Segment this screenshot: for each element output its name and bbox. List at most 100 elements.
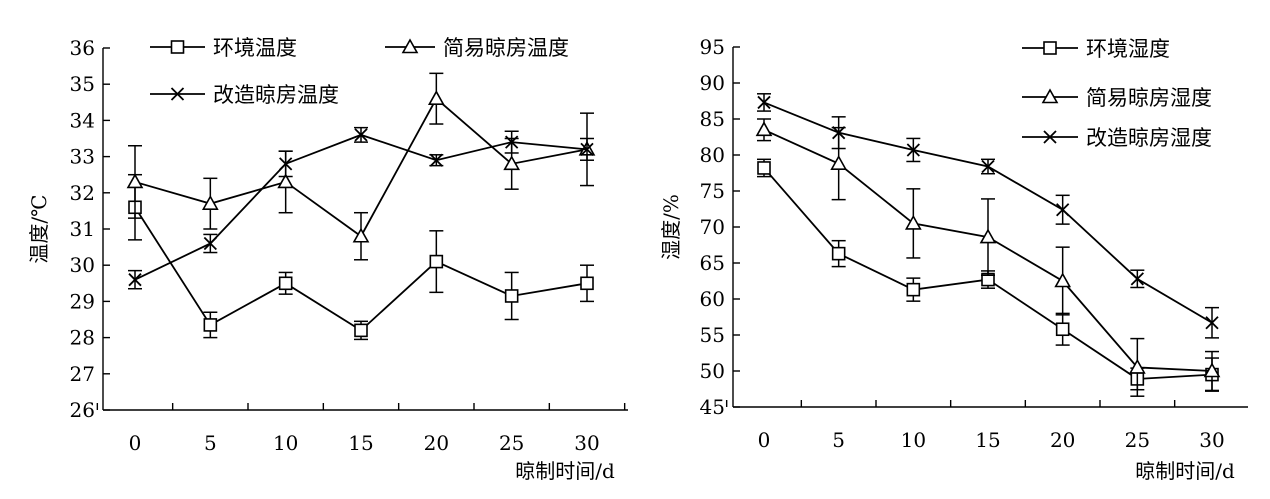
legend-marker-triangle: [401, 38, 419, 54]
y-tick-label: 55: [700, 323, 725, 347]
y-tick-label: 85: [700, 107, 725, 131]
legend-label: 简易晾房温度: [443, 36, 569, 60]
legend-marker-square: [170, 40, 185, 54]
y-tick-label: 75: [700, 179, 725, 203]
data-point-x: [580, 142, 594, 156]
y-tick-label: 29: [70, 289, 95, 313]
data-point-x: [1205, 316, 1219, 330]
y-tick-label: 33: [70, 145, 95, 169]
data-point-x: [832, 126, 846, 140]
y-tick-label: 45: [700, 395, 725, 419]
chart-panel-2: 45 50 55 60 65 70 75 80 85 90 95 0 5 10 15 20 25 30 晾制时间/d…: [659, 35, 1248, 483]
y-tick-label: 90: [700, 71, 725, 95]
x-tick-label: 5: [204, 431, 217, 455]
y-tick-label: 65: [700, 251, 725, 275]
data-point-triangle: [427, 90, 445, 105]
legend-marker-square: [1043, 41, 1057, 55]
x-tick-label: 25: [1125, 428, 1150, 452]
series-x: [128, 126, 594, 290]
y-tick-label: 34: [70, 108, 95, 132]
legend-item: 简易晾房温度: [385, 36, 569, 60]
y-tick-label: 35: [70, 72, 95, 96]
data-point-triangle: [503, 155, 521, 171]
data-point-x: [1130, 272, 1144, 286]
data-point-x: [128, 273, 142, 287]
data-point-triangle: [755, 121, 773, 137]
legend-marker-x: [1043, 130, 1057, 144]
data-point-square: [580, 276, 594, 291]
legend-item: 简易晾房湿度: [1022, 86, 1212, 110]
data-point-triangle: [352, 227, 370, 243]
x-tick-label: 5: [832, 428, 845, 452]
series-square: [128, 173, 594, 341]
y-tick-label: 80: [700, 143, 725, 167]
x-tick-label: 10: [901, 428, 926, 452]
legend-label: 环境湿度: [1086, 37, 1170, 61]
y-axis-title: 湿度/%: [659, 194, 683, 260]
data-point-triangle: [979, 228, 997, 244]
legend-item: 环境温度: [150, 36, 297, 60]
data-point-square: [831, 246, 846, 261]
x-tick-label: 0: [129, 431, 142, 455]
data-point-x: [757, 95, 771, 110]
data-point-square: [1055, 322, 1070, 337]
x-tick-label: 25: [499, 431, 524, 455]
x-tick-label: 30: [1199, 428, 1224, 452]
data-point-triangle: [277, 173, 295, 189]
data-point-triangle: [201, 195, 219, 210]
y-tick-label: 26: [70, 398, 95, 422]
data-point-triangle: [126, 173, 144, 189]
legend-label: 改造晾房湿度: [1086, 126, 1212, 150]
y-tick-label: 50: [700, 359, 725, 383]
data-point-x: [429, 153, 443, 167]
y-tick-label: 70: [700, 215, 725, 239]
y-tick-label: 95: [700, 35, 725, 59]
data-point-x: [279, 157, 293, 171]
y-tick-label: 27: [70, 362, 95, 386]
data-point-triangle: [1203, 362, 1221, 378]
data-point-square: [757, 161, 771, 175]
data-point-x: [1056, 203, 1070, 217]
y-axis-title: 温度/℃: [27, 194, 51, 263]
y-tick-label: 60: [700, 287, 725, 311]
data-point-square: [354, 323, 368, 338]
legend-item: 改造晾房湿度: [1022, 126, 1212, 150]
data-point-square: [906, 282, 921, 297]
data-point-square: [203, 318, 218, 332]
legend-item: 改造晾房温度: [150, 83, 339, 107]
data-point-x: [906, 143, 920, 157]
data-point-square: [504, 289, 519, 303]
legend-item: 环境湿度: [1022, 37, 1170, 61]
x-axis-title: 晾制时间/d: [1135, 459, 1235, 483]
x-tick-label: 0: [758, 428, 771, 452]
series-x: [757, 93, 1219, 339]
series-triangle: [126, 72, 596, 261]
data-point-triangle: [830, 155, 848, 170]
y-tick-label: 36: [70, 36, 95, 60]
x-tick-label: 10: [273, 431, 298, 455]
data-point-x: [981, 159, 995, 174]
x-tick-label: 20: [1050, 428, 1075, 452]
x-tick-label: 15: [975, 428, 1000, 452]
x-tick-label: 20: [424, 431, 449, 455]
data-point-x: [354, 128, 368, 142]
y-tick-label: 30: [70, 253, 95, 277]
legend-label: 改造晾房温度: [213, 83, 339, 107]
data-point-triangle: [1128, 358, 1146, 374]
data-point-triangle: [904, 214, 922, 230]
data-point-triangle: [1054, 272, 1072, 288]
x-axis-title: 晾制时间/d: [515, 459, 615, 483]
x-tick-label: 15: [348, 431, 373, 455]
legend-label: 简易晾房湿度: [1086, 86, 1212, 110]
chart-panel-1: 26 27 28 29 30 31 32 33 34 35 36 0 5 10 15 20 25 30 晾制时间/d…: [27, 36, 628, 483]
y-tick-label: 32: [70, 181, 95, 205]
data-point-x: [505, 135, 519, 149]
y-tick-label: 31: [70, 217, 95, 241]
data-point-square: [278, 276, 293, 291]
data-point-x: [203, 236, 217, 251]
legend-marker-triangle: [1041, 88, 1059, 104]
legend-label: 环境温度: [213, 36, 297, 60]
data-point-square: [429, 254, 444, 269]
